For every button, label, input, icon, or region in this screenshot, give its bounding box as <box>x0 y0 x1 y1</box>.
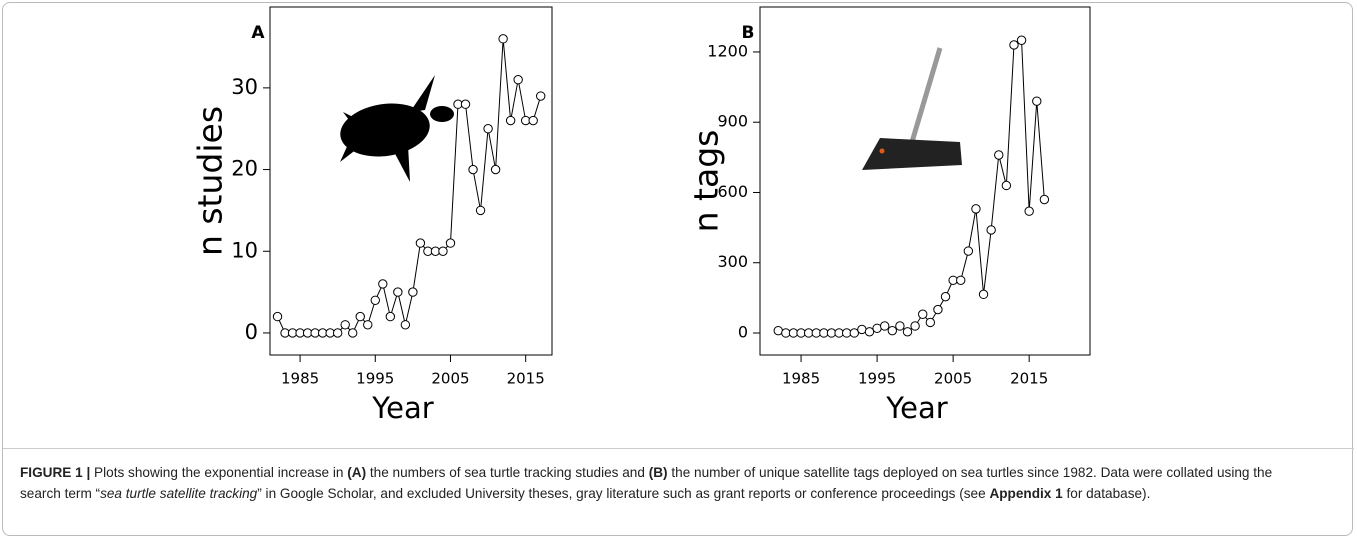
point <box>1016 35 1027 45</box>
point <box>880 321 890 331</box>
panel-label: B <box>742 23 755 43</box>
caption-part: the number of unique satellite tags depl… <box>20 465 1273 501</box>
point <box>864 327 875 337</box>
caption-part: for database). <box>1062 486 1151 501</box>
caption-part: Plots showing the exponential increase i… <box>90 465 348 480</box>
point <box>340 320 350 330</box>
point <box>994 150 1004 160</box>
x-tick-label: 1995 <box>356 370 394 388</box>
point <box>370 295 380 305</box>
panel-label: A <box>251 23 265 43</box>
y-tick-label: 0 <box>245 320 258 344</box>
x-tick-label: 2005 <box>934 370 972 388</box>
tag-icon <box>862 47 962 170</box>
y-tick-label: 10 <box>231 238 258 262</box>
plot-frame <box>269 6 553 356</box>
point <box>1001 180 1012 191</box>
x-tick-label: 1985 <box>281 370 319 388</box>
point <box>895 321 905 331</box>
point <box>857 324 867 335</box>
point <box>475 205 486 216</box>
y-tick-label: 0 <box>738 322 748 341</box>
point <box>348 328 358 338</box>
point <box>378 279 388 289</box>
point <box>483 124 493 134</box>
point <box>872 323 882 334</box>
point <box>355 311 365 322</box>
x-tick-label: 1985 <box>782 370 820 388</box>
point <box>849 328 859 338</box>
point <box>978 289 989 300</box>
point <box>363 320 373 330</box>
y-tick-label: 1200 <box>707 41 748 60</box>
point <box>925 317 936 328</box>
caption-part: (B) <box>648 465 668 480</box>
point <box>986 225 996 235</box>
point <box>963 246 974 256</box>
y-axis-label: n studies <box>191 106 230 256</box>
point <box>332 328 343 338</box>
caption-part: the numbers of sea turtle tracking studi… <box>366 465 649 480</box>
caption-part: Appendix 1 <box>989 486 1063 501</box>
point <box>490 164 501 175</box>
series-line <box>277 38 542 334</box>
caption-part: sea turtle satellite tracking <box>100 486 258 501</box>
point <box>445 238 456 248</box>
point <box>415 238 426 248</box>
point <box>902 327 913 337</box>
x-tick-label: 1995 <box>858 370 896 388</box>
point <box>918 309 928 319</box>
point <box>272 311 283 322</box>
caption-part: ” in Google Scholar, and excluded Univer… <box>257 486 990 501</box>
y-tick-label: 900 <box>717 112 748 131</box>
y-tick-label: 30 <box>231 75 258 99</box>
point <box>393 287 403 297</box>
point <box>460 99 471 109</box>
x-tick-label: 2015 <box>507 370 545 388</box>
point <box>971 204 981 214</box>
caption-part: FIGURE 1 | <box>20 465 91 480</box>
point <box>513 75 523 85</box>
point <box>940 291 951 302</box>
point <box>505 115 516 126</box>
point <box>910 321 920 331</box>
separator <box>3 448 1354 449</box>
point <box>773 325 783 336</box>
caption-part: (A) <box>347 465 367 480</box>
y-tick-label: 20 <box>231 157 258 181</box>
point <box>408 287 418 297</box>
y-axis-label: n tags <box>687 130 726 233</box>
x-tick-label: 2015 <box>1010 370 1048 388</box>
point <box>400 320 411 330</box>
point <box>498 34 508 44</box>
point <box>933 304 943 315</box>
caption: FIGURE 1 | Plots showing the exponential… <box>20 462 1310 504</box>
point <box>1024 206 1034 216</box>
point <box>468 164 478 175</box>
x-axis-label: Year <box>885 391 947 425</box>
x-axis-label: Year <box>371 391 433 425</box>
figure: A 0 10 20 30 1985 1995 2005 2015 Year n studies B 0 3… <box>191 6 1091 425</box>
y-tick-label: 300 <box>717 252 748 271</box>
plot-frame <box>759 6 1091 356</box>
point <box>956 275 966 285</box>
point <box>887 325 898 336</box>
turtle-icon <box>340 75 454 182</box>
point <box>438 246 448 256</box>
point <box>528 115 538 126</box>
x-tick-label: 2005 <box>431 370 469 388</box>
point <box>1039 194 1050 205</box>
point <box>385 311 396 322</box>
y-tick-label: 600 <box>717 182 748 201</box>
point <box>1009 40 1019 50</box>
point <box>536 91 546 101</box>
point <box>1032 96 1042 106</box>
